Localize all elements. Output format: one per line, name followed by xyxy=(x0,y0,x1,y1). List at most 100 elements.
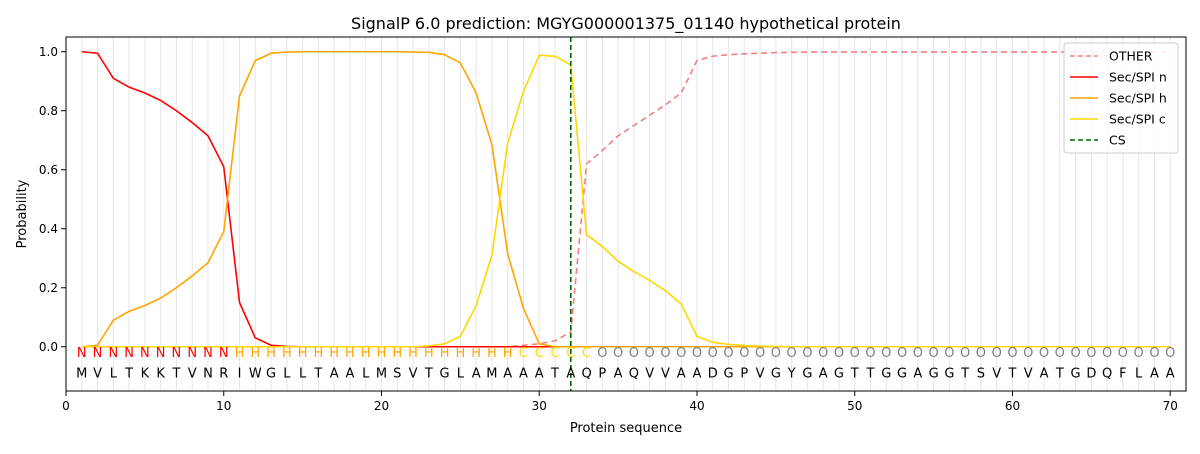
residue-letter: V xyxy=(93,367,102,382)
region-label: O xyxy=(850,346,860,361)
residue-letter: D xyxy=(1086,367,1096,382)
legend-label: Sec/SPI c xyxy=(1109,112,1166,127)
residue-letter: V xyxy=(661,367,670,382)
y-tick-label: 0.4 xyxy=(39,222,58,236)
residue-letter: P xyxy=(740,367,748,382)
region-label: H xyxy=(377,346,387,361)
residue-letter: A xyxy=(330,367,339,382)
region-label: O xyxy=(613,346,623,361)
y-tick-label: 1.0 xyxy=(39,45,58,59)
residue-letter: T xyxy=(1055,367,1064,382)
region-label: O xyxy=(897,346,907,361)
x-axis-label: Protein sequence xyxy=(570,421,682,436)
residue-letter: M xyxy=(76,367,87,382)
x-tick-label: 70 xyxy=(1163,399,1178,413)
region-label: C xyxy=(535,346,544,361)
residue-letter: G xyxy=(771,367,781,382)
region-label: O xyxy=(708,346,718,361)
residue-letter: I xyxy=(238,367,242,382)
y-axis-label: Probability xyxy=(15,179,30,248)
legend-label: Sec/SPI n xyxy=(1109,70,1167,85)
residue-letter: W xyxy=(249,367,262,382)
region-label: O xyxy=(692,346,702,361)
region-label: C xyxy=(550,346,559,361)
region-label: N xyxy=(140,346,150,361)
region-label: H xyxy=(503,346,513,361)
region-label: N xyxy=(187,346,197,361)
residue-letter: R xyxy=(219,367,228,382)
plot-frame xyxy=(65,36,1187,392)
residue-letter: V xyxy=(756,367,765,382)
region-label: N xyxy=(203,346,213,361)
x-axis: 0 10 20 30 40 50 60 70 xyxy=(62,391,1178,413)
residue-letter: G xyxy=(929,367,939,382)
residue-letter: V xyxy=(1024,367,1033,382)
residue-letter: Q xyxy=(629,367,639,382)
region-label: H xyxy=(361,346,371,361)
residue-letter: G xyxy=(1071,367,1081,382)
legend-box xyxy=(1063,42,1179,154)
residue-letter: Q xyxy=(1102,367,1112,382)
region-label: H xyxy=(298,346,308,361)
region-label: O xyxy=(597,346,607,361)
region-label: O xyxy=(660,346,670,361)
residue-letter: A xyxy=(913,367,922,382)
region-label: H xyxy=(408,346,418,361)
plot-lines xyxy=(81,37,1171,391)
region-label: O xyxy=(1039,346,1049,361)
region-label: O xyxy=(1055,346,1065,361)
region-label: H xyxy=(345,346,355,361)
residue-letter: A xyxy=(693,367,702,382)
region-label: O xyxy=(1007,346,1017,361)
chart-title: SignalP 6.0 prediction: MGYG000001375_01… xyxy=(351,14,901,34)
residue-letter: G xyxy=(881,367,891,382)
residue-letter: A xyxy=(1040,367,1049,382)
region-label: N xyxy=(77,346,87,361)
residue-letter: A xyxy=(345,367,354,382)
region-label: H xyxy=(424,346,434,361)
residue-letter: V xyxy=(188,367,197,382)
region-label: C xyxy=(582,346,591,361)
region-label: O xyxy=(976,346,986,361)
region-label: O xyxy=(787,346,797,361)
region-label: C xyxy=(519,346,528,361)
region-label: O xyxy=(1023,346,1033,361)
region-label: N xyxy=(124,346,134,361)
region-label: H xyxy=(455,346,465,361)
region-label: N xyxy=(108,346,118,361)
residue-letter: L xyxy=(110,367,118,382)
region-label: O xyxy=(913,346,923,361)
region-label: O xyxy=(818,346,828,361)
residue-letter: L xyxy=(457,367,465,382)
residue-letter: P xyxy=(598,367,606,382)
region-label: O xyxy=(881,346,891,361)
x-tick-label: 60 xyxy=(1005,399,1020,413)
x-tick-label: 50 xyxy=(847,399,862,413)
y-tick-label: 0.2 xyxy=(39,281,58,295)
residue-letter: A xyxy=(1150,367,1159,382)
residue-letter: G xyxy=(440,367,450,382)
region-label: O xyxy=(1070,346,1080,361)
region-label: H xyxy=(329,346,339,361)
legend-label: Sec/SPI h xyxy=(1109,91,1167,106)
residue-letter: S xyxy=(977,367,985,382)
residue-letter: A xyxy=(819,367,828,382)
residue-letter: K xyxy=(141,367,150,382)
region-label: O xyxy=(739,346,749,361)
region-label: O xyxy=(676,346,686,361)
region-label: O xyxy=(944,346,954,361)
residue-letter: T xyxy=(866,367,875,382)
residue-letter: T xyxy=(424,367,433,382)
sequence-annotations: NMNVNLNTNKNKNTNVNNNRHIHWHGHLHLHTHAHAHLHM… xyxy=(76,346,1175,382)
region-label: N xyxy=(156,346,166,361)
residue-letter: V xyxy=(992,367,1001,382)
residue-letter: G xyxy=(723,367,733,382)
residue-letter: T xyxy=(313,367,322,382)
residue-letter: T xyxy=(124,367,133,382)
series-line-sec-spi-c xyxy=(81,54,1171,348)
residue-letter: A xyxy=(519,367,528,382)
residue-letter: Y xyxy=(787,367,796,382)
x-tick-label: 40 xyxy=(689,399,704,413)
region-label: H xyxy=(235,346,245,361)
